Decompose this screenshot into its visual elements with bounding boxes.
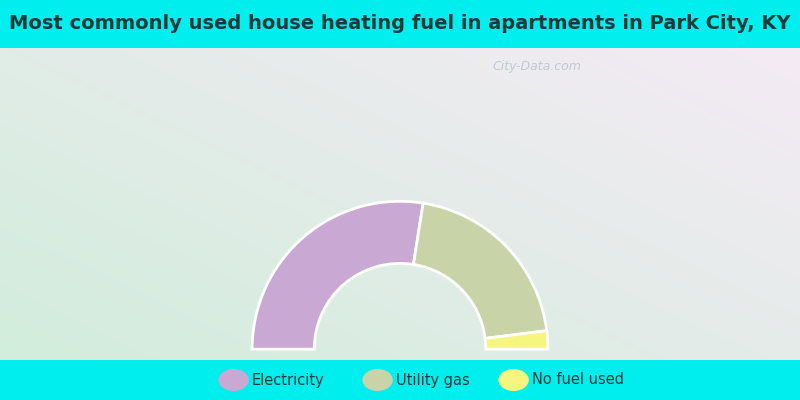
Ellipse shape [362,369,393,391]
Text: Utility gas: Utility gas [396,372,470,388]
Wedge shape [414,203,546,338]
Wedge shape [485,331,548,349]
Text: City-Data.com: City-Data.com [493,60,582,74]
Text: No fuel used: No fuel used [532,372,624,388]
Ellipse shape [498,369,529,391]
Ellipse shape [218,369,249,391]
Text: Most commonly used house heating fuel in apartments in Park City, KY: Most commonly used house heating fuel in… [10,14,790,32]
Text: Electricity: Electricity [252,372,325,388]
Wedge shape [252,201,423,349]
